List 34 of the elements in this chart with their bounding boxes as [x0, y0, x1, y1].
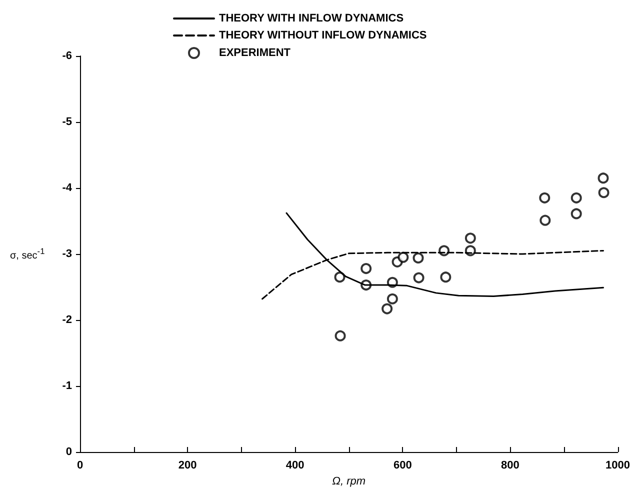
point — [398, 252, 409, 263]
x-tick-label: 800 — [501, 460, 520, 472]
point — [570, 208, 582, 220]
point — [413, 272, 424, 284]
point — [540, 214, 551, 226]
point — [570, 192, 582, 204]
y-axis-title: σ, sec$^{-1}$ — [10, 246, 45, 262]
x-axis-title: Ω, rpm — [332, 476, 366, 488]
x-tick-label: 400 — [286, 460, 304, 472]
legend-label: THEORY WITH INFLOW DYNAMICS — [219, 12, 404, 24]
y-tick-label: -4 — [62, 182, 73, 194]
legend-label: THEORY WITHOUT INFLOW DYNAMICS — [219, 30, 427, 42]
point — [598, 187, 610, 198]
y-tick-label: 0 — [66, 446, 72, 458]
point — [334, 272, 346, 283]
point — [382, 303, 393, 314]
point — [539, 192, 550, 204]
point — [334, 330, 346, 342]
point — [386, 293, 398, 304]
y-tick-label: -6 — [62, 50, 72, 62]
y-tick-label: -1 — [62, 380, 72, 392]
y-tick-label: -5 — [62, 116, 72, 128]
legend-label: EXPERIMENT — [219, 47, 291, 59]
x-tick-label: 200 — [178, 460, 197, 472]
y-tick-label: -3 — [62, 248, 72, 260]
point — [360, 263, 372, 274]
y-tick-label: -2 — [62, 314, 72, 326]
point — [598, 172, 609, 184]
x-tick-label: 0 — [76, 460, 84, 472]
x-tick-label: 1000 — [606, 460, 630, 472]
point — [440, 272, 452, 283]
point — [464, 232, 476, 244]
x-tick-label: 600 — [393, 460, 412, 472]
point — [412, 252, 424, 264]
